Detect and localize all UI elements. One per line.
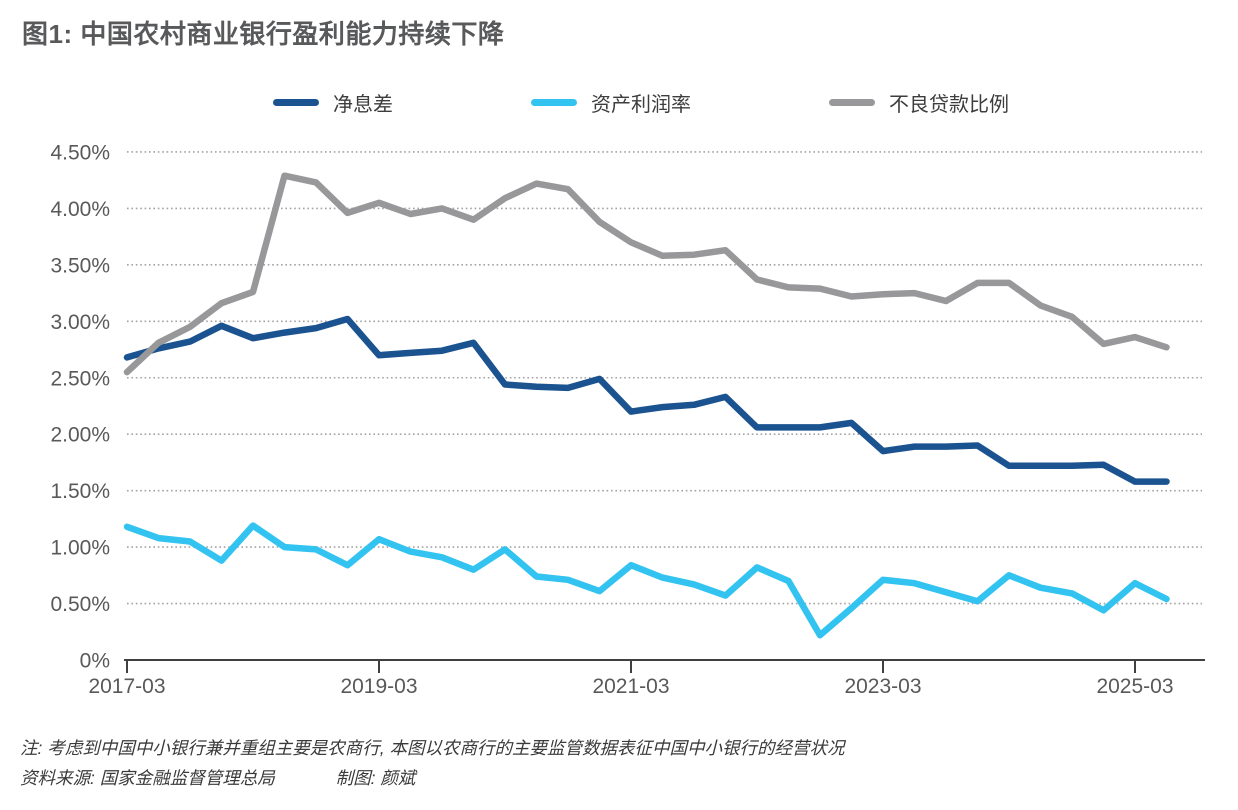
series-line-npl	[123, 172, 1170, 376]
x-axis-label: 2023-03	[844, 675, 921, 698]
chart-credit-text: 制图: 颜斌	[335, 768, 416, 788]
figure-title: 图1: 中国农村商业银行盈利能力持续下降	[22, 19, 505, 49]
nim-line-swatch	[273, 99, 319, 106]
legend-item-npl: 不良贷款比例	[829, 88, 1009, 117]
legend-label-nim: 净息差	[333, 94, 393, 116]
x-axis-label: 2017-03	[88, 675, 165, 698]
line-chart: 0% 0.50% 1.00% 1.50% 2.00% 2.50% 3.00% 3.50% 4.0…	[50, 141, 1205, 698]
x-axis-label: 2025-03	[1096, 675, 1173, 698]
y-axis-label: 3.50%	[50, 254, 110, 277]
x-axis-label: 2019-03	[340, 675, 417, 698]
npl-line-swatch	[829, 99, 875, 106]
legend-label-roa: 资产利润率	[591, 94, 691, 116]
y-axis-label: 0%	[80, 650, 110, 673]
chart-area: 0% 0.50% 1.00% 1.50% 2.00% 2.50% 3.00% 3.50% 4.0…	[0, 140, 1238, 715]
y-axis-label: 2.50%	[50, 367, 110, 390]
footnotes: 注: 考虑到中国中小银行兼并重组主要是农商行, 本图以农商行的主要监管数据表征中…	[20, 733, 1220, 793]
legend-item-nim: 净息差	[273, 88, 393, 117]
x-axis-label: 2021-03	[592, 675, 669, 698]
legend-item-roa: 资产利润率	[531, 88, 691, 117]
y-axis-label: 0.50%	[50, 593, 110, 616]
legend: 净息差 资产利润率 不良贷款比例	[22, 88, 1238, 117]
series-line-roa	[123, 522, 1170, 639]
series-line-nim	[123, 315, 1170, 485]
y-axis-label: 2.00%	[50, 424, 110, 447]
y-axis-label: 4.50%	[50, 141, 110, 164]
note-text: 注: 考虑到中国中小银行兼并重组主要是农商行, 本图以农商行的主要监管数据表征中…	[20, 738, 845, 758]
y-axis-label: 3.00%	[50, 311, 110, 334]
roa-line-swatch	[531, 99, 577, 106]
legend-label-npl: 不良贷款比例	[889, 94, 1009, 116]
y-axis-label: 1.50%	[50, 480, 110, 503]
y-axis-label: 4.00%	[50, 198, 110, 221]
source-line: 资料来源: 国家金融监督管理总局 制图: 颜斌	[20, 763, 1220, 793]
data-source-text: 资料来源: 国家金融监督管理总局	[20, 768, 275, 788]
y-axis-label: 1.00%	[50, 537, 110, 560]
